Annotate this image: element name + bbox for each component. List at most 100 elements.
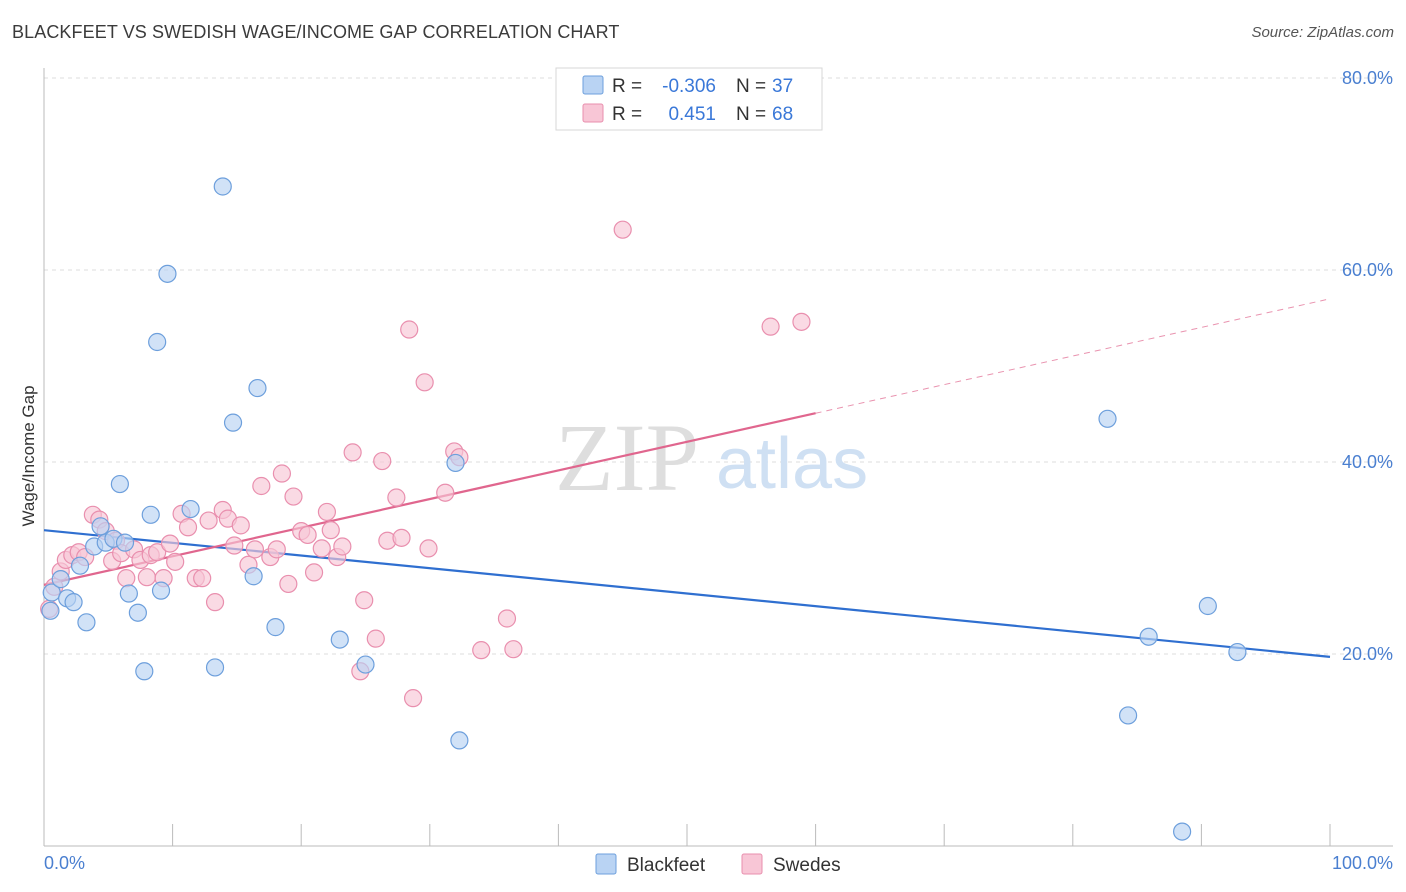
point-swedes-48	[343, 443, 362, 462]
point-blackfeet-32	[1139, 627, 1158, 646]
point-blackfeet-23	[223, 413, 243, 432]
point-swedes-20	[160, 534, 180, 553]
point-blackfeet-6	[77, 613, 96, 632]
point-blackfeet-16	[141, 505, 160, 524]
point-swedes-27	[205, 593, 225, 612]
point-blackfeet-30	[450, 731, 469, 750]
bottom-legend-swatch-swedes	[741, 853, 763, 875]
point-swedes-43	[312, 539, 331, 558]
point-blackfeet-21	[205, 658, 225, 677]
y-tick-label-40: 40.0%	[1342, 452, 1393, 472]
point-swedes-23	[178, 518, 198, 537]
point-blackfeet-20	[181, 499, 200, 519]
point-blackfeet-25	[248, 378, 267, 398]
point-blackfeet-11	[110, 474, 129, 494]
point-swedes-39	[284, 487, 303, 506]
point-swedes-47	[333, 537, 352, 556]
point-swedes-50	[355, 591, 374, 610]
x-tick-max: 100.0%	[1332, 853, 1393, 873]
point-swedes-65	[504, 640, 523, 659]
point-swedes-13	[117, 569, 136, 588]
legend-n-swedes: 68	[772, 104, 793, 125]
point-swedes-66	[613, 220, 632, 239]
point-swedes-25	[193, 569, 212, 588]
point-blackfeet-24	[244, 567, 263, 586]
point-swedes-36	[267, 540, 286, 559]
legend-r-blackfeet: -0.306	[662, 76, 716, 97]
point-swedes-26	[199, 511, 218, 530]
point-swedes-67	[761, 317, 780, 336]
y-tick-labels: 20.0% 40.0% 60.0% 80.0%	[1342, 68, 1393, 664]
legend-r-label-swedes: R =	[612, 104, 642, 125]
correlation-legend: R = -0.306 N = 37 R = 0.451 N = 68	[555, 67, 823, 131]
point-swedes-44	[317, 502, 337, 522]
point-blackfeet-31	[1098, 409, 1117, 428]
point-swedes-60	[436, 483, 455, 502]
point-swedes-68	[792, 312, 811, 331]
legend-r-label-blackfeet: R =	[612, 76, 642, 97]
point-blackfeet-15	[135, 662, 154, 681]
series-legend: Blackfeet Swedes	[595, 853, 841, 876]
bottom-legend-swedes: Swedes	[773, 855, 841, 876]
point-blackfeet-4	[64, 593, 83, 612]
point-blackfeet-5	[70, 556, 90, 575]
point-blackfeet-19	[158, 264, 177, 283]
y-tick-label-80: 80.0%	[1342, 68, 1393, 88]
point-swedes-56	[400, 320, 419, 339]
point-swedes-30	[225, 536, 244, 555]
legend-swatch-swedes	[582, 103, 604, 123]
data-points	[40, 177, 1247, 841]
point-swedes-58	[415, 373, 434, 392]
point-swedes-59	[419, 539, 438, 558]
point-blackfeet-0	[41, 601, 60, 620]
point-blackfeet-2	[51, 570, 70, 589]
point-blackfeet-35	[1198, 596, 1217, 616]
point-swedes-57	[403, 689, 423, 708]
y-tick-label-20: 20.0%	[1342, 644, 1393, 664]
watermark-zip: ZIP	[555, 404, 699, 511]
x-tick-min: 0.0%	[44, 853, 85, 873]
chart-title: BLACKFEET VS SWEDISH WAGE/INCOME GAP COR…	[12, 22, 620, 42]
point-swedes-16	[137, 568, 156, 587]
watermark-atlas: atlas	[716, 424, 868, 504]
y-axis-label: Wage/Income Gap	[19, 385, 38, 526]
legend-n-label-blackfeet: N =	[736, 76, 766, 97]
point-blackfeet-26	[266, 618, 285, 637]
point-blackfeet-33	[1118, 706, 1138, 725]
axes	[43, 68, 1393, 847]
point-blackfeet-27	[330, 630, 349, 649]
point-swedes-42	[304, 563, 324, 582]
y-tick-label-60: 60.0%	[1342, 260, 1393, 280]
point-swedes-51	[366, 629, 385, 648]
point-swedes-63	[472, 641, 491, 660]
point-blackfeet-13	[119, 584, 138, 603]
point-blackfeet-28	[356, 655, 375, 674]
point-swedes-55	[392, 528, 411, 547]
point-swedes-31	[231, 516, 250, 535]
source-credit: Source: ZipAtlas.com	[1251, 24, 1394, 41]
point-blackfeet-17	[148, 332, 167, 352]
point-blackfeet-8	[91, 517, 110, 536]
point-blackfeet-12	[115, 533, 135, 552]
bottom-legend-swatch-blackfeet	[595, 853, 617, 875]
legend-r-swedes: 0.451	[668, 104, 716, 125]
point-swedes-54	[387, 488, 406, 507]
point-blackfeet-18	[151, 581, 171, 600]
watermark: ZIP atlas	[555, 404, 868, 511]
legend-swatch-blackfeet	[582, 75, 604, 95]
point-blackfeet-34	[1173, 822, 1192, 841]
point-swedes-45	[321, 521, 340, 540]
point-swedes-38	[279, 574, 298, 594]
point-swedes-41	[298, 525, 317, 545]
point-swedes-21	[166, 552, 185, 571]
point-swedes-34	[252, 476, 271, 496]
point-swedes-33	[245, 540, 265, 559]
point-swedes-37	[272, 464, 292, 483]
point-blackfeet-14	[128, 603, 147, 622]
point-blackfeet-22	[213, 177, 232, 196]
point-blackfeet-36	[1228, 642, 1247, 662]
point-swedes-52	[373, 451, 392, 471]
legend-n-label-swedes: N =	[736, 104, 766, 125]
point-swedes-18	[148, 543, 167, 562]
